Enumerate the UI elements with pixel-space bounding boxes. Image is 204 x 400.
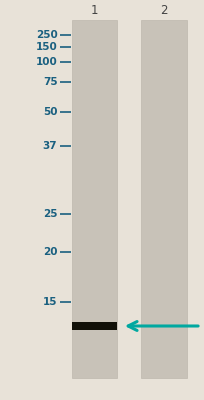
Text: 50: 50	[43, 107, 57, 117]
Text: 20: 20	[43, 247, 57, 257]
Bar	[141, 20, 186, 378]
Text: 2: 2	[160, 4, 167, 16]
Bar	[71, 322, 116, 330]
Text: 37: 37	[43, 141, 57, 151]
Text: 150: 150	[35, 42, 57, 52]
Bar	[71, 20, 116, 378]
Text: 1: 1	[90, 4, 98, 16]
Text: 25: 25	[43, 209, 57, 219]
Text: 100: 100	[35, 57, 57, 67]
Text: 250: 250	[35, 30, 57, 40]
Text: 15: 15	[43, 297, 57, 307]
Text: 75: 75	[43, 77, 57, 87]
